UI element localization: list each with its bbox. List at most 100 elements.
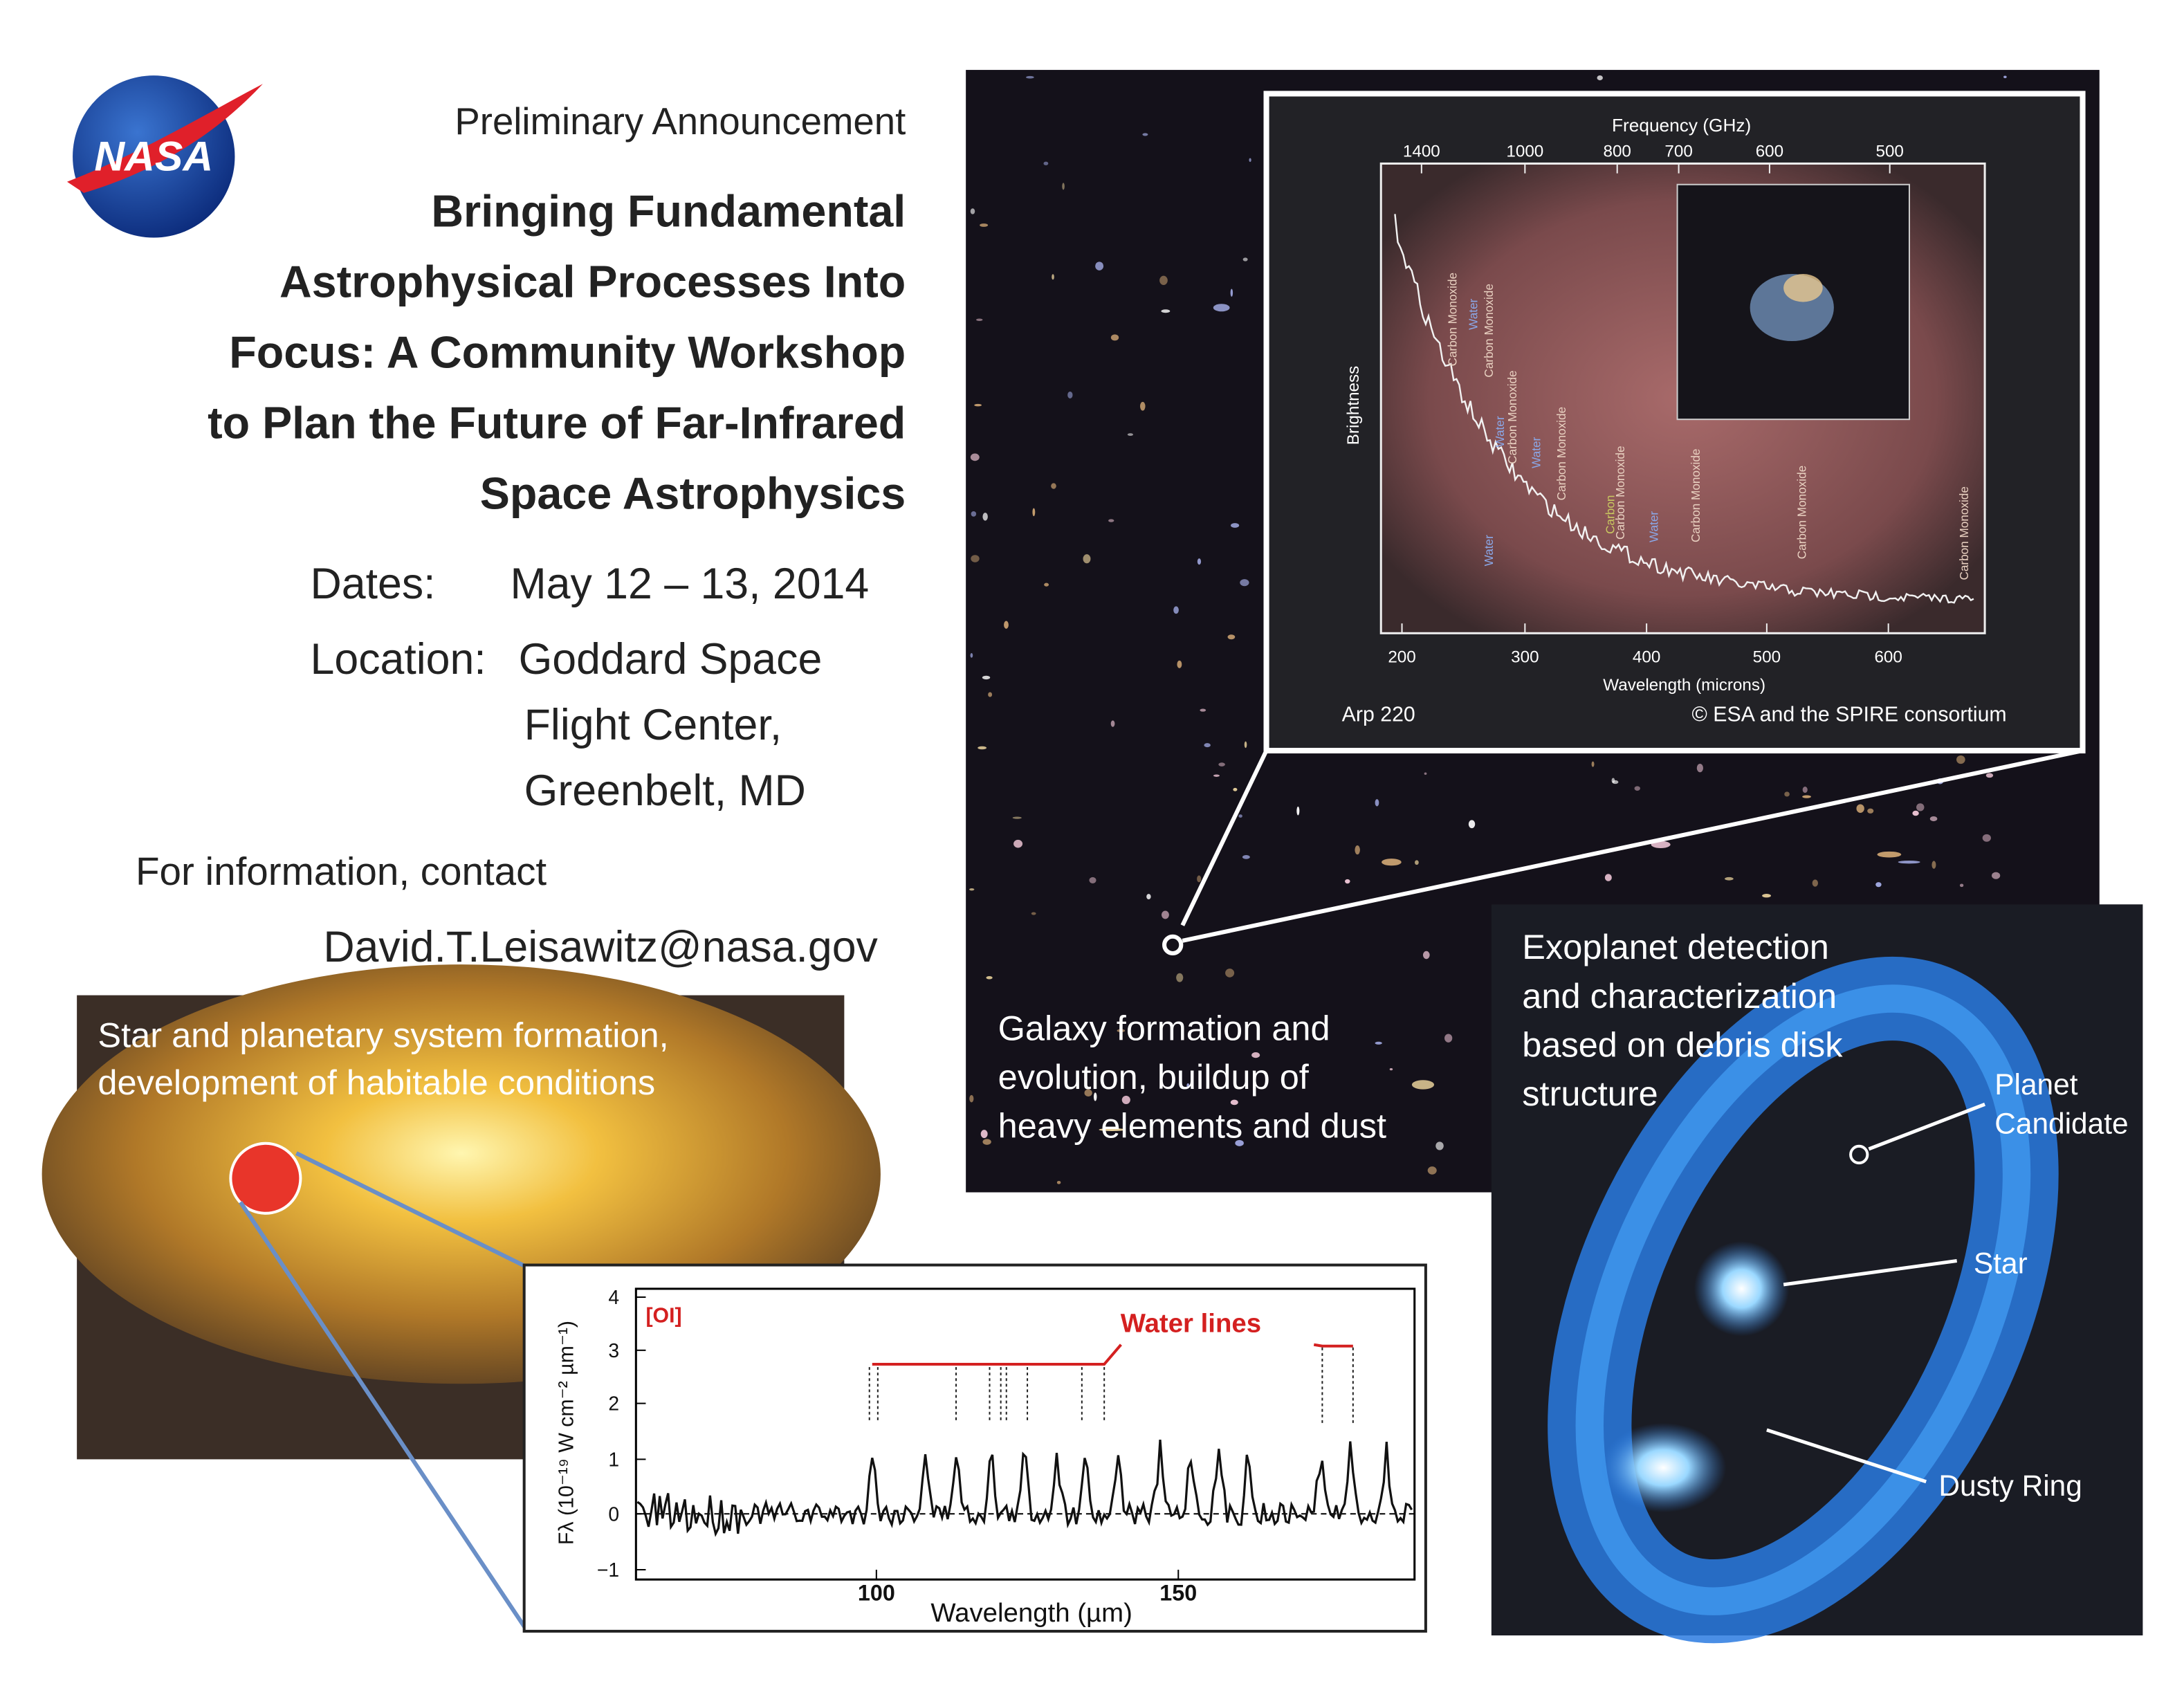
galaxy — [1604, 874, 1612, 881]
spire-inset: Frequency (GHz) 1400 1000 800 700 600 500 200 30… — [1263, 91, 2086, 754]
galaxy — [1225, 969, 1235, 978]
top-tick-label: 1400 — [1403, 142, 1440, 160]
y-tick-label: 3 — [608, 1339, 619, 1361]
line-label: Carbon Monoxide — [1795, 466, 1808, 559]
galaxy — [980, 223, 989, 227]
spectrum-line — [1394, 214, 1974, 604]
galaxy-marker — [1162, 934, 1184, 956]
galaxy — [1591, 761, 1595, 767]
bottom-tick-label: 600 — [1874, 648, 1902, 667]
email[interactable]: David.T.Leisawitz@nasa.gov — [323, 923, 878, 971]
galaxy — [969, 888, 975, 891]
x-tick-label: 150 — [1159, 1580, 1197, 1605]
bottom-tick-label: 300 — [1511, 648, 1539, 667]
water-markers — [868, 1347, 1354, 1423]
ring-label: Dusty Ring — [1938, 1469, 2082, 1502]
galaxy — [982, 513, 988, 521]
pointer-line — [1180, 749, 1269, 926]
galaxy — [1929, 816, 1938, 822]
title-line: Space Astrophysics — [480, 468, 906, 518]
y-axis-label: Brightness — [1344, 366, 1363, 445]
galaxy — [1067, 391, 1073, 399]
star-caption: Star and planetary system formation, deve… — [98, 1015, 668, 1102]
galaxy — [1296, 806, 1300, 816]
exoplanet-labels: Exoplanet detection and characterization b… — [1522, 927, 2128, 1502]
line-label: Carbon Monoxide — [1482, 284, 1496, 377]
galaxy — [1802, 795, 1811, 798]
galaxy — [970, 653, 973, 658]
galaxy — [1213, 774, 1220, 777]
galaxy — [1012, 816, 1022, 819]
galaxy — [1244, 741, 1247, 749]
galaxy — [1218, 762, 1225, 767]
galaxy — [1013, 839, 1023, 848]
galaxy — [1056, 1180, 1061, 1184]
planet-label: Planet — [1994, 1068, 2077, 1101]
pointer-line — [1783, 1259, 1958, 1287]
galaxy — [1762, 894, 1771, 898]
galaxy — [1427, 1166, 1437, 1175]
galaxy — [1162, 910, 1169, 919]
y-tick-label: 4 — [608, 1286, 619, 1308]
galaxy — [1355, 845, 1360, 855]
top-tick-label: 600 — [1756, 142, 1783, 160]
location-line: Flight Center, — [524, 701, 782, 749]
caption-line: evolution, buildup of — [998, 1057, 1310, 1097]
galaxy — [1099, 1128, 1126, 1131]
line-label: Carbon Monoxide — [1505, 370, 1519, 464]
galaxy — [1916, 803, 1925, 811]
water-inset: 4 3 2 1 0 −1 100 150 Wavelength (µm) Fλ (10⁻¹⁹ W … — [522, 1263, 1427, 1633]
galaxy — [980, 1130, 988, 1139]
caption-line: development of habitable conditions — [98, 1063, 655, 1102]
location: Goddard Space Flight Center, Greenbelt, MD — [519, 635, 823, 815]
galaxy — [1389, 1067, 1393, 1071]
planet-marker — [1849, 1144, 1869, 1165]
galaxy — [1238, 814, 1242, 818]
x-axis-label: Wavelength (µm) — [930, 1598, 1132, 1628]
caption-line: Exoplanet detection — [1522, 927, 1829, 966]
galaxy — [1875, 882, 1882, 888]
top-tick-label: 1000 — [1506, 142, 1543, 160]
galaxy — [1142, 133, 1148, 136]
galaxy — [1240, 579, 1249, 587]
galaxy — [971, 555, 980, 562]
caption-line: Galaxy formation and — [998, 1008, 1330, 1047]
galaxy — [1230, 288, 1233, 297]
galaxy — [969, 1094, 974, 1103]
galaxy — [1230, 1099, 1238, 1106]
galaxy — [1985, 773, 1994, 778]
caption-line: structure — [1522, 1074, 1658, 1113]
galaxy — [1062, 183, 1065, 190]
galaxy — [1197, 875, 1202, 883]
location-line: Goddard Space — [519, 635, 823, 684]
kicker: Preliminary Announcement — [455, 100, 906, 143]
bottom-tick-label: 400 — [1633, 648, 1660, 667]
x-tick-label: 100 — [858, 1580, 895, 1605]
top-tick-label: 700 — [1664, 142, 1692, 160]
galaxy — [1176, 973, 1184, 982]
galaxy — [1200, 708, 1206, 712]
galaxy — [1227, 634, 1236, 640]
title-line: Bringing Fundamental — [431, 185, 906, 236]
galaxy — [1044, 582, 1049, 587]
galaxy — [1422, 951, 1430, 960]
top-tick-label: 800 — [1603, 142, 1631, 160]
line-label: Carbon — [1604, 495, 1617, 534]
y-tick-label: 1 — [608, 1449, 619, 1471]
galaxy — [1931, 861, 1936, 869]
galaxy — [1992, 872, 2001, 879]
galaxy — [982, 675, 991, 680]
spire-labels: Frequency (GHz) 1400 1000 800 700 600 500 200 30… — [1342, 115, 2007, 726]
galaxy — [1031, 912, 1036, 915]
exoplanet-panel: Exoplanet detection and characterization b… — [1491, 904, 2143, 1644]
galaxy — [1959, 883, 1964, 888]
galaxy — [1110, 720, 1115, 727]
galaxy — [1424, 772, 1427, 776]
spectrum-line — [636, 1440, 1413, 1537]
galaxy — [1468, 820, 1476, 829]
galaxy — [1812, 879, 1819, 887]
galaxy — [1345, 879, 1350, 884]
galaxy — [1204, 743, 1211, 748]
galaxy — [1186, 1083, 1190, 1088]
pointer-line — [239, 1200, 528, 1630]
